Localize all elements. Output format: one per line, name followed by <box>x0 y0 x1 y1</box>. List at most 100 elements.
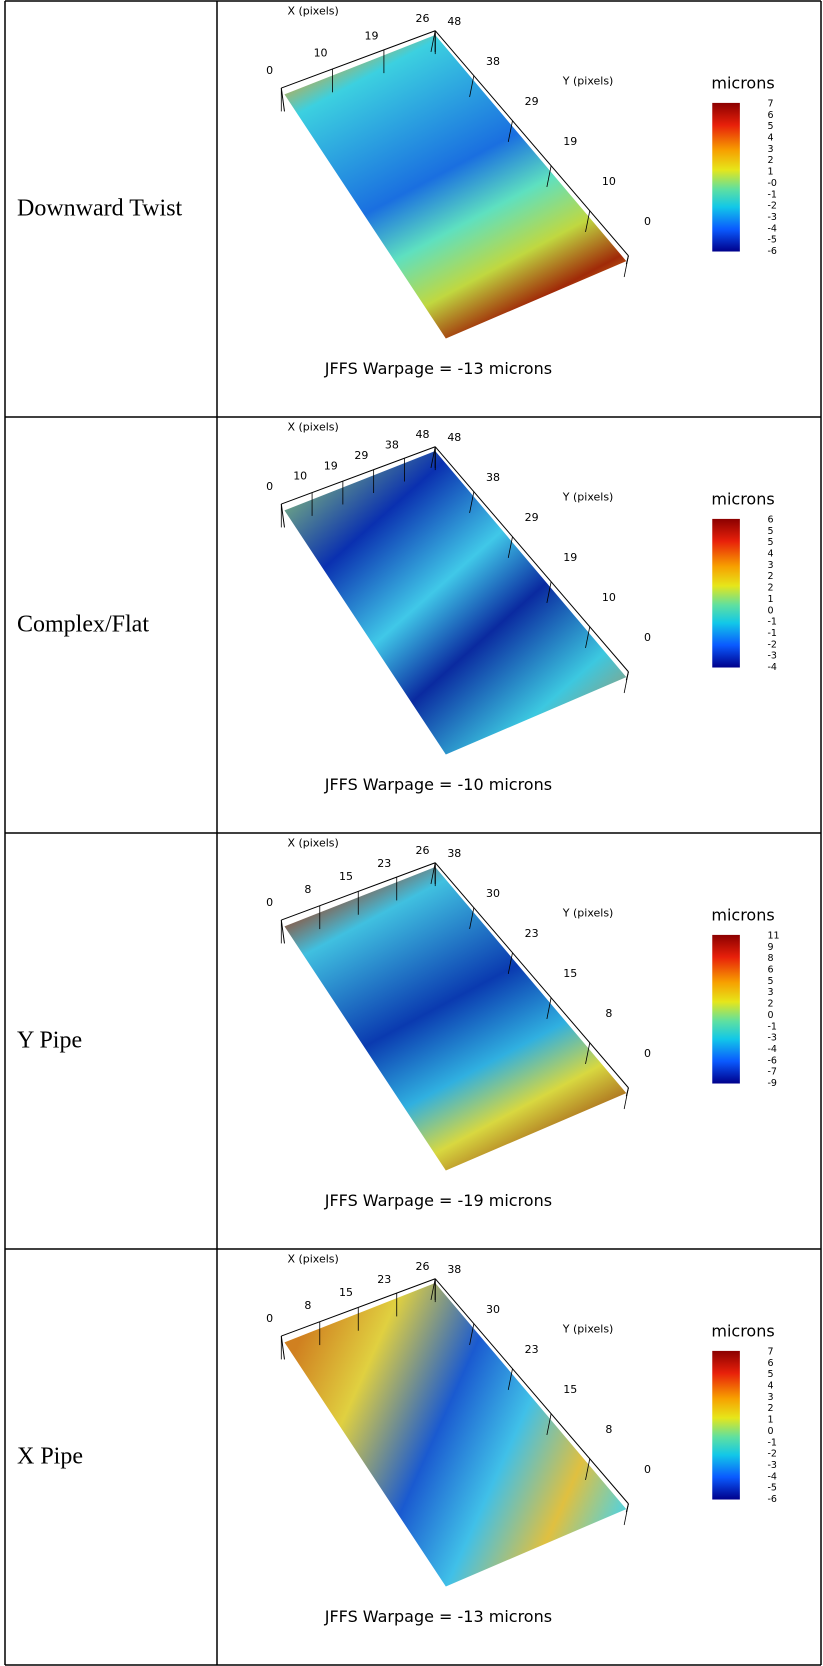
y-tick-line <box>623 255 629 278</box>
colorbar-tick-label: -2 <box>767 201 776 212</box>
x-tick-label: 26 <box>415 844 429 857</box>
colorbar-tick-label: -1 <box>767 1437 776 1448</box>
x-tick-label: 10 <box>293 470 307 483</box>
y-axis-label: Y (pixels) <box>562 491 614 504</box>
axis-frame <box>434 30 629 257</box>
y-tick-label: 15 <box>563 1383 577 1396</box>
x-tick-label: 19 <box>324 459 338 472</box>
colorbar-tick-label: 1 <box>767 1415 773 1426</box>
colorbar-tick-label: 3 <box>767 987 773 998</box>
colorbar-tick-label: 2 <box>767 583 773 594</box>
colorbar-tick-label: -2 <box>767 639 776 650</box>
y-tick-label: 15 <box>563 967 577 980</box>
y-tick-label: 38 <box>486 55 500 68</box>
x-tick-label: 19 <box>365 29 379 42</box>
y-tick-label: 10 <box>602 591 616 604</box>
colorbar-tick-label: 5 <box>767 526 773 537</box>
caption: JFFS Warpage = -19 microns <box>324 1191 552 1210</box>
colorbar <box>712 102 740 252</box>
colorbar-tick-label: 7 <box>767 1346 773 1357</box>
y-tick-label: 0 <box>644 631 651 644</box>
colorbar-tick-label: -9 <box>767 1078 776 1089</box>
row-label: Y Pipe <box>17 1028 82 1054</box>
colorbar-title: microns <box>711 489 774 508</box>
surface <box>284 34 627 339</box>
colorbar-title: microns <box>711 905 774 924</box>
colorbar-tick-label: -4 <box>767 662 776 673</box>
y-tick-label: 38 <box>486 471 500 484</box>
x-tick-label: 0 <box>266 896 273 909</box>
colorbar-tick-label: 5 <box>767 1369 773 1380</box>
colorbar-tick-label: 1 <box>767 594 773 605</box>
x-tick-label: 10 <box>314 47 328 60</box>
x-tick-label: 48 <box>415 428 429 441</box>
colorbar-tick-label: -6 <box>767 1055 776 1066</box>
y-tick-line <box>585 1458 591 1481</box>
y-tick-line <box>507 952 513 975</box>
colorbar-tick-label: 0 <box>767 605 773 616</box>
colorbar-tick-label: 0 <box>767 1010 773 1021</box>
x-tick-label: 0 <box>266 1312 273 1325</box>
caption: JFFS Warpage = -13 microns <box>324 359 552 378</box>
colorbar-tick-label: 2 <box>767 999 773 1010</box>
y-tick-line <box>507 1368 513 1391</box>
colorbar <box>712 518 740 668</box>
x-axis-label: X (pixels) <box>287 5 338 18</box>
colorbar-tick-label: -3 <box>767 1460 776 1471</box>
x-tick-label: 26 <box>415 1260 429 1273</box>
colorbar <box>712 934 740 1084</box>
x-axis-label: X (pixels) <box>287 421 338 434</box>
y-tick-line <box>585 1042 591 1065</box>
y-tick-line <box>507 120 513 143</box>
colorbar-tick-label: -0 <box>767 178 776 189</box>
colorbar-tick-label: 8 <box>767 953 773 964</box>
colorbar <box>712 1350 740 1500</box>
y-tick-line <box>623 1503 629 1526</box>
colorbar-tick-label: -1 <box>767 617 776 628</box>
x-tick-label: 8 <box>304 883 311 896</box>
x-tick-label: 15 <box>339 870 353 883</box>
y-tick-label: 8 <box>605 1423 612 1436</box>
axis-frame <box>434 862 629 1089</box>
axis-frame <box>280 919 285 944</box>
colorbar-tick-label: 3 <box>767 1392 773 1403</box>
colorbar-tick-label: -3 <box>767 651 776 662</box>
colorbar-tick-label: 9 <box>767 942 773 953</box>
axis-frame <box>281 30 436 89</box>
y-tick-label: 29 <box>525 95 539 108</box>
y-tick-line <box>546 1413 552 1436</box>
colorbar-tick-label: -7 <box>767 1067 776 1078</box>
surface <box>284 866 627 1171</box>
y-tick-line <box>469 491 475 514</box>
colorbar-tick-label: 2 <box>767 571 773 582</box>
y-tick-line <box>546 581 552 604</box>
colorbar-tick-label: 2 <box>767 155 773 166</box>
row-label: X Pipe <box>17 1444 83 1470</box>
y-axis-label: Y (pixels) <box>562 907 614 920</box>
colorbar-tick-label: 6 <box>767 110 773 121</box>
colorbar-tick-label: 5 <box>767 976 773 987</box>
surface <box>284 1282 627 1587</box>
colorbar-tick-label: 2 <box>767 1403 773 1414</box>
row-label: Downward Twist <box>17 196 183 222</box>
y-tick-label: 19 <box>563 551 577 564</box>
colorbar-tick-label: -1 <box>767 189 776 200</box>
colorbar-tick-label: 4 <box>767 133 773 144</box>
colorbar-tick-label: 4 <box>767 1381 773 1392</box>
y-tick-label: 38 <box>447 1263 461 1276</box>
colorbar-tick-label: -3 <box>767 212 776 223</box>
y-tick-line <box>430 446 436 469</box>
y-tick-label: 38 <box>447 847 461 860</box>
y-tick-label: 29 <box>525 511 539 524</box>
y-tick-line <box>469 907 475 930</box>
x-tick-label: 29 <box>354 449 368 462</box>
y-tick-label: 23 <box>525 927 539 940</box>
y-tick-line <box>585 210 591 233</box>
colorbar-tick-label: -4 <box>767 1471 776 1482</box>
colorbar-tick-label: -4 <box>767 1044 776 1055</box>
